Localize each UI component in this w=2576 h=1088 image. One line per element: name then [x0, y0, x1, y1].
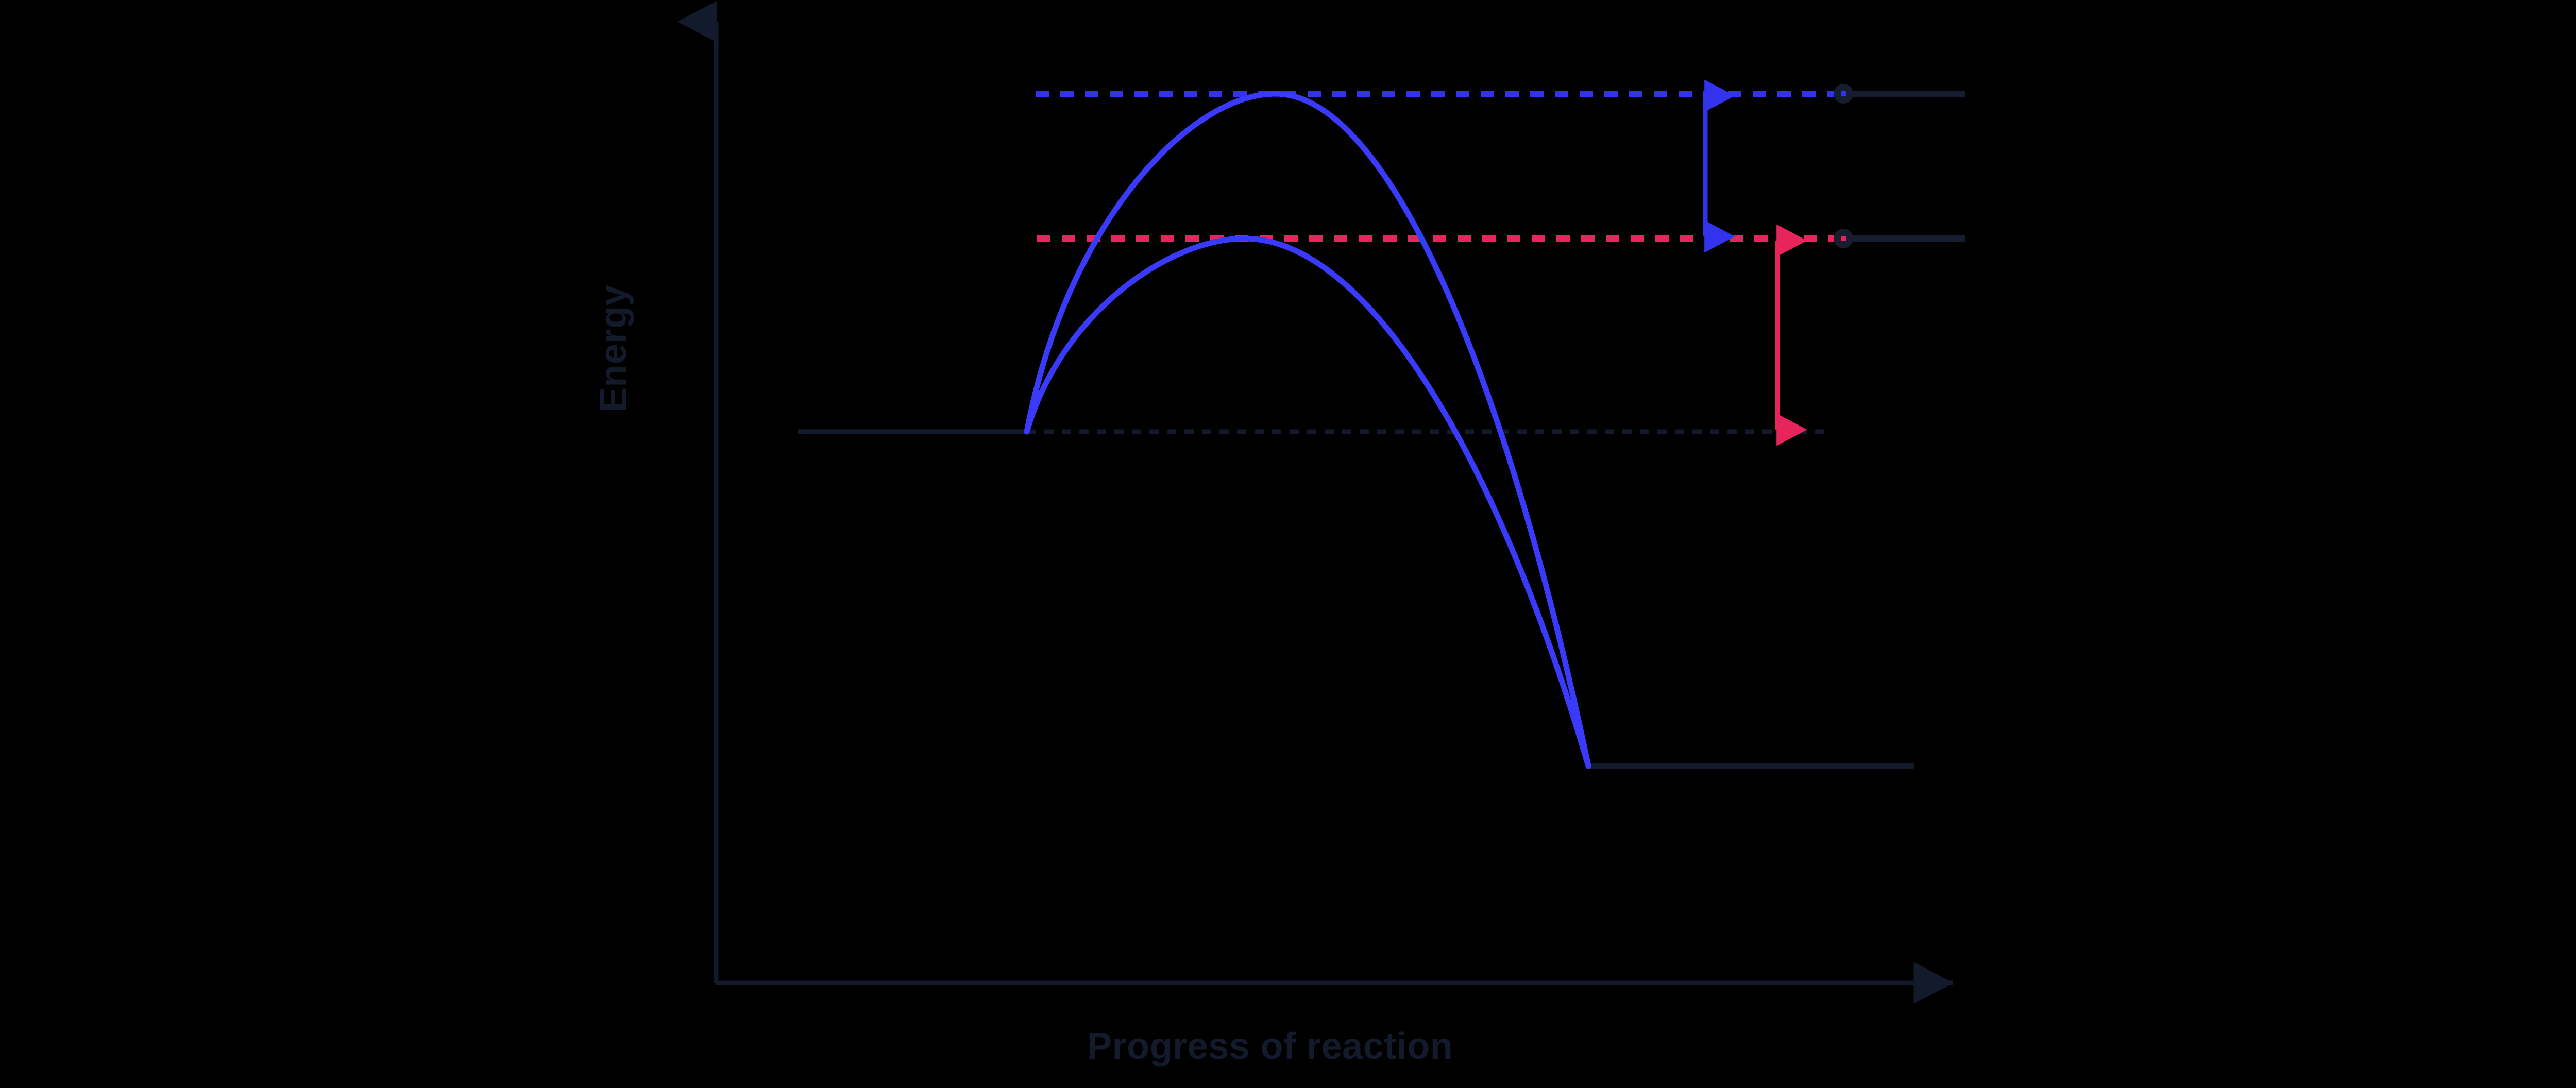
reaction-pathway-curves: [1024, 91, 1591, 769]
axes-group: [677, 1, 1954, 1004]
uncatalysed-transition-state-level-group: [1036, 84, 1965, 104]
uncatalysed-pathway-curve[interactable]: [1024, 91, 1591, 769]
uncatalysed-level-handle-center-icon: [1841, 91, 1846, 96]
y-axis-label: Energy: [593, 284, 634, 412]
catalysed-pathway-curve[interactable]: [1024, 235, 1591, 769]
catalysed-transition-state-level-group: [1037, 229, 1965, 248]
x-axis-label: Progress of reaction: [1087, 1026, 1453, 1067]
catalysed-level-handle-center-icon: [1841, 236, 1846, 241]
activation-energy-annotations: [1703, 79, 1807, 446]
